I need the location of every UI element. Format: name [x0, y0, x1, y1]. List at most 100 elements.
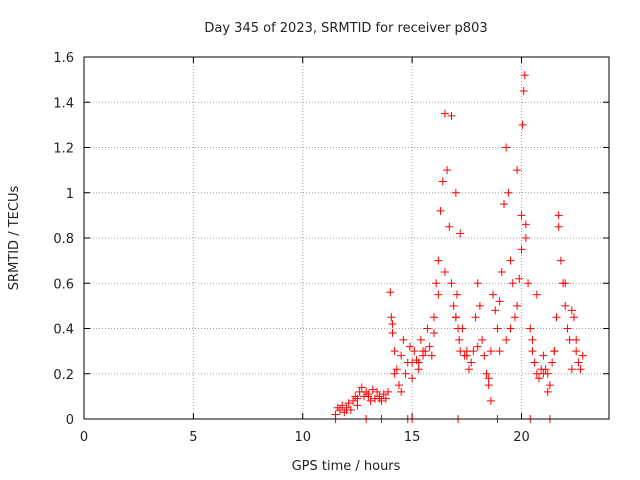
data-point [541, 365, 550, 374]
data-point [414, 365, 423, 374]
data-point [379, 390, 388, 399]
data-point [401, 369, 410, 378]
data-point [386, 288, 395, 297]
data-point [388, 319, 397, 328]
data-point [526, 324, 535, 333]
data-point [427, 351, 436, 360]
x-axis-label: GPS time / hours [292, 459, 401, 474]
data-point [543, 387, 552, 396]
data-point [353, 394, 362, 403]
data-point [344, 399, 353, 408]
data-point [539, 351, 548, 360]
data-point [387, 313, 396, 322]
data-point [390, 347, 399, 356]
y-tick-label: 0 [66, 413, 74, 428]
data-point [432, 279, 441, 288]
data-point [419, 347, 428, 356]
data-point [410, 347, 419, 356]
data-point [519, 86, 528, 95]
data-point [408, 374, 417, 383]
data-point [561, 301, 570, 310]
data-point [388, 329, 397, 338]
data-point [556, 256, 565, 265]
data-point [390, 369, 399, 378]
data-point [515, 274, 524, 283]
x-tick-label: 5 [189, 430, 197, 445]
data-point [491, 306, 500, 315]
data-point [465, 365, 473, 374]
data-point [517, 245, 526, 254]
data-point [517, 211, 526, 220]
data-point [452, 290, 461, 299]
data-point [510, 313, 519, 322]
data-point [518, 120, 527, 129]
data-point [447, 279, 456, 288]
data-point [342, 405, 351, 414]
data-point [563, 324, 572, 333]
x-tick-label: 0 [80, 430, 88, 445]
y-tick-label: 0.8 [53, 232, 74, 247]
data-point [458, 324, 467, 333]
data-point [484, 374, 493, 383]
data-point [471, 313, 480, 322]
data-point [567, 365, 576, 374]
y-tick-label: 1.2 [53, 142, 74, 157]
data-point [570, 313, 578, 322]
x-tick-label: 15 [404, 430, 421, 445]
data-point [502, 335, 511, 344]
data-point [550, 347, 559, 356]
data-point [532, 290, 541, 299]
data-point [506, 324, 515, 333]
data-point [397, 387, 406, 396]
grid [84, 57, 609, 419]
data-point [375, 394, 384, 403]
data-point [405, 342, 414, 351]
data-point [430, 329, 438, 338]
data-point [338, 401, 347, 410]
data-point [567, 306, 576, 315]
data-point [469, 347, 478, 356]
data-point [447, 111, 456, 120]
data-point [455, 335, 464, 344]
data-point [493, 324, 502, 333]
data-point [425, 342, 434, 351]
data-point [445, 222, 454, 231]
data-point [366, 396, 375, 405]
data-point [449, 301, 458, 310]
data-point [456, 229, 465, 238]
data-point [364, 390, 373, 399]
data-point [495, 297, 504, 306]
data-point [554, 211, 563, 220]
data-point [500, 200, 508, 209]
y-tick-label: 0.4 [53, 323, 74, 338]
data-points [331, 71, 587, 423]
data-point [530, 358, 539, 367]
data-point [528, 347, 537, 356]
data-point [451, 313, 460, 322]
data-point [443, 166, 452, 175]
data-point [462, 351, 471, 360]
data-point [451, 188, 460, 197]
data-point [548, 358, 557, 367]
data-point [495, 347, 504, 356]
data-point [576, 365, 585, 374]
data-point [438, 177, 447, 186]
data-point [414, 358, 423, 367]
data-point [528, 335, 537, 344]
data-point [535, 374, 543, 383]
data-point [478, 335, 487, 344]
data-point [467, 358, 476, 367]
data-point [368, 385, 377, 394]
data-point [392, 365, 401, 374]
x-tick-labels: 0 5 10 15 20 [80, 430, 530, 445]
data-point [473, 342, 482, 351]
data-point [554, 222, 563, 231]
data-point [506, 256, 515, 265]
data-point [434, 290, 443, 299]
data-point [384, 387, 393, 396]
data-point [353, 401, 362, 410]
data-point [480, 351, 489, 360]
data-point [373, 387, 382, 396]
data-point [552, 313, 561, 322]
